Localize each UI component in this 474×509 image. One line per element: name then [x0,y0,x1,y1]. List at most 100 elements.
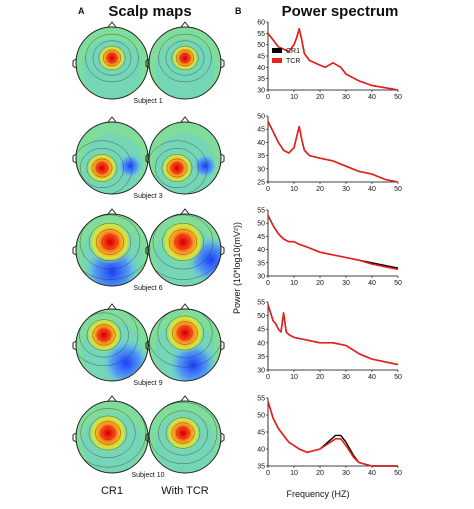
scalp-map [145,395,225,474]
x-tick-label: 20 [316,470,324,477]
y-tick-label: 30 [257,368,265,375]
scalp-map [145,303,225,382]
y-tick-label: 55 [257,300,265,307]
x-tick-label: 20 [316,94,324,101]
series-line-tcr [267,401,398,467]
x-tick-label: 20 [316,374,324,381]
x-tick-label: 40 [368,280,376,287]
x-tick-label: 20 [316,186,324,193]
x-tick-label: 0 [266,374,270,381]
subject-label: Subject 3 [133,193,162,200]
y-tick-label: 45 [257,327,265,334]
legend: CR1 TCR [272,48,300,65]
x-tick-label: 10 [290,280,298,287]
power-spectrum-chart: 25 30 35 40 45 50 0 10 20 30 40 50 [257,114,402,194]
x-tick-label: 50 [394,470,402,477]
y-tick-label: 45 [257,127,265,134]
y-tick-label: 40 [257,447,265,454]
subject-label: Subject 10 [131,472,164,479]
power-spectrum-chart: 35 40 45 50 55 0 10 20 30 40 50 [257,396,402,478]
series-line-tcr [267,214,399,271]
scalp-map [145,208,225,287]
column-label-with-tcr: With TCR [161,485,209,497]
x-axis-label: Frequency (HZ) [286,489,349,499]
subject-label: Subject 1 [133,98,162,105]
subject-label: Subject 9 [133,380,162,387]
x-tick-label: 30 [342,94,350,101]
x-tick-label: 0 [266,94,270,101]
x-tick-label: 50 [394,186,402,193]
scalp-map [145,116,225,195]
x-tick-label: 10 [290,470,298,477]
y-tick-label: 60 [257,20,265,27]
panel-a-title: Scalp maps [108,3,191,20]
y-tick-label: 45 [257,54,265,61]
panel-b-letter: B [235,6,242,16]
x-tick-label: 30 [342,374,350,381]
legend-swatch [272,48,282,53]
x-tick-label: 50 [394,94,402,101]
y-tick-label: 40 [257,247,265,254]
x-tick-label: 50 [394,374,402,381]
x-tick-label: 50 [394,280,402,287]
x-tick-label: 40 [368,186,376,193]
y-tick-label: 50 [257,313,265,320]
x-tick-label: 0 [266,280,270,287]
x-tick-label: 40 [368,94,376,101]
y-tick-label: 55 [257,396,265,403]
panel-a-letter: A [78,6,85,16]
y-tick-label: 35 [257,464,265,471]
legend-label: CR1 [286,48,300,55]
x-tick-label: 40 [368,374,376,381]
y-tick-label: 55 [257,31,265,38]
power-spectra: 30 35 40 45 50 55 60 0 10 20 30 40 50 CR1 TCR 25 30 35 40 4… [257,20,402,478]
x-tick-label: 0 [266,186,270,193]
legend-swatch [272,58,282,63]
legend-label: TCR [286,58,300,65]
y-tick-label: 35 [257,260,265,267]
column-label-cr1: CR1 [101,485,123,497]
x-tick-label: 0 [266,470,270,477]
y-tick-label: 45 [257,430,265,437]
x-tick-label: 30 [342,280,350,287]
power-spectrum-chart: 30 35 40 45 50 55 0 10 20 30 40 50 [257,208,402,288]
series-line-cr1 [267,304,399,366]
scalp-map [72,208,152,287]
y-tick-label: 55 [257,208,265,215]
y-tick-label: 50 [257,413,265,420]
y-tick-label: 40 [257,340,265,347]
series-line-tcr [267,27,399,91]
y-tick-label: 45 [257,234,265,241]
scalp-map [72,21,152,100]
y-tick-label: 25 [257,180,265,187]
x-tick-label: 20 [316,280,324,287]
x-tick-label: 40 [368,470,376,477]
y-tick-label: 35 [257,153,265,160]
series-line-cr1 [267,401,398,467]
scalp-maps: Subject 1 Subject 3 Subject 6 Subject 9 Subj… [72,21,225,479]
series-line-tcr [267,304,399,366]
y-tick-label: 35 [257,354,265,361]
y-tick-label: 30 [257,274,265,281]
x-tick-label: 30 [342,470,350,477]
y-tick-label: 50 [257,114,265,121]
scalp-map [72,395,152,474]
y-tick-label: 40 [257,140,265,147]
scalp-map [72,303,152,382]
subject-label: Subject 6 [133,285,162,292]
x-tick-label: 10 [290,374,298,381]
scalp-map [72,116,152,195]
y-tick-label: 50 [257,42,265,49]
series-line-tcr [267,120,399,183]
x-tick-label: 10 [290,94,298,101]
scalp-map [145,21,225,100]
y-tick-label: 30 [257,166,265,173]
y-tick-label: 30 [257,88,265,95]
x-tick-label: 30 [342,186,350,193]
power-spectrum-chart: 30 35 40 45 50 55 0 10 20 30 40 50 [257,300,402,382]
x-tick-label: 10 [290,186,298,193]
panel-b-title: Power spectrum [282,3,399,20]
y-tick-label: 40 [257,65,265,72]
power-spectrum-chart: 30 35 40 45 50 55 60 0 10 20 30 40 50 CR1 TCR [257,20,402,102]
